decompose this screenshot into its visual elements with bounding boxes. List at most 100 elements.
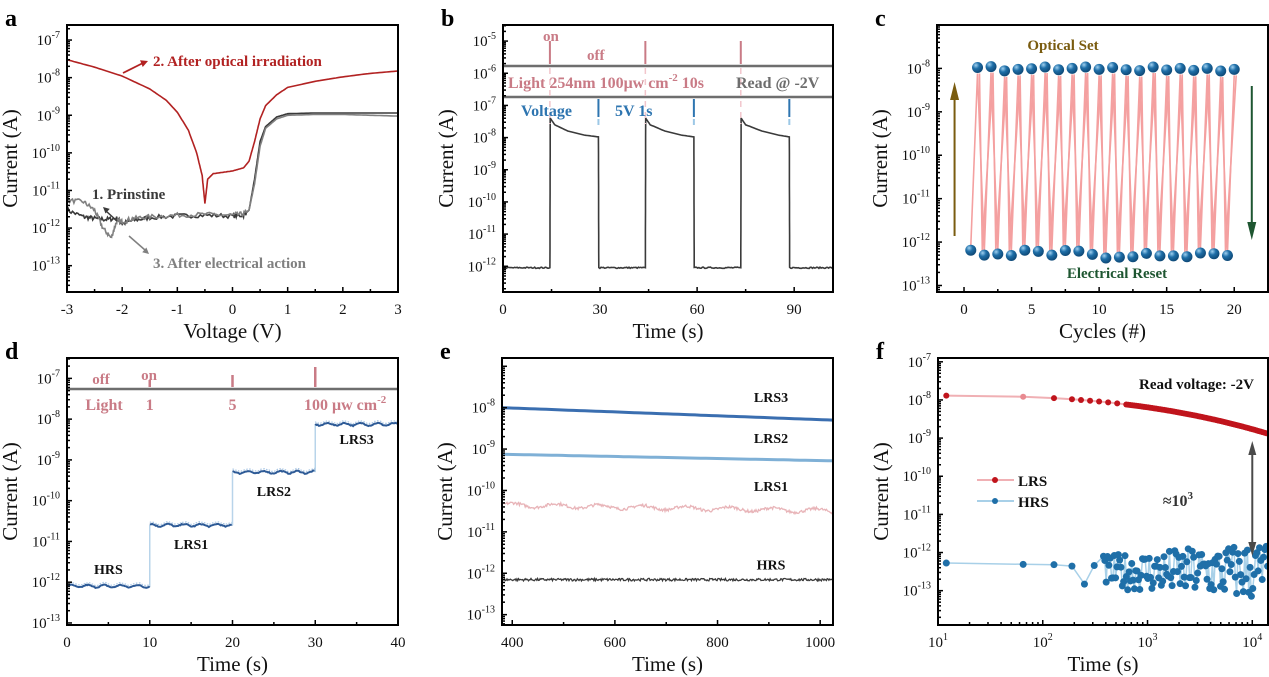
hrs-point	[1180, 573, 1188, 581]
hrs-point	[1179, 552, 1187, 560]
set-point	[1066, 62, 1078, 74]
hrs-point	[1165, 547, 1173, 555]
hrs-point	[1124, 586, 1132, 594]
set-point	[1201, 62, 1213, 74]
panel-label: d	[5, 339, 19, 365]
label-intensity-1: 1	[146, 397, 154, 414]
plot-frame	[936, 24, 1269, 293]
y-tick-label: 10-12	[32, 572, 60, 591]
hrs-point	[1219, 578, 1227, 586]
y-tick-label: 10-11	[467, 522, 495, 541]
x-tick-label: 104	[1242, 632, 1262, 651]
reset-point	[992, 248, 1004, 260]
step-trace	[149, 522, 233, 529]
x-tick-label: 30	[593, 302, 608, 318]
legend-hrs-marker	[992, 498, 998, 504]
y-tick-label: 10-7	[37, 368, 60, 387]
hrs-point	[1019, 560, 1027, 568]
y-tick-label: 10-13	[903, 581, 931, 600]
reset-point	[978, 249, 990, 261]
y-tick-label: 10-9	[472, 439, 495, 458]
x-tick-label: 90	[787, 302, 802, 318]
y-tick-label: 10-8	[907, 58, 930, 77]
hrs-point	[1194, 569, 1202, 577]
y-axis-label: Current (A)	[0, 109, 22, 208]
down-arrow-icon	[1247, 222, 1257, 240]
reset-point	[1194, 247, 1206, 259]
hrs-point	[1117, 563, 1125, 571]
panel-label: f	[876, 339, 885, 365]
set-point	[1080, 61, 1092, 73]
y-tick-label: 10-11	[32, 180, 60, 199]
legend-lrs-label: LRS	[1018, 474, 1047, 490]
hrs-point	[1156, 563, 1164, 571]
series-label: HRS	[757, 559, 786, 574]
hrs-point	[1128, 560, 1136, 568]
y-tick-label: 10-8	[472, 398, 495, 417]
y-tick-label: 10-13	[32, 613, 60, 632]
hrs-point	[1243, 546, 1251, 554]
x-tick-label: -3	[61, 302, 74, 318]
hrs-point	[1227, 561, 1235, 569]
hrs-point	[1218, 565, 1226, 573]
lrs-point	[1096, 398, 1103, 405]
label-voltage-pulse: 5V 1s	[615, 103, 653, 120]
hrs-point	[1160, 553, 1168, 561]
series-label: LRS3	[754, 391, 788, 406]
plot-area	[503, 115, 833, 270]
set-point	[1012, 63, 1024, 75]
hrs-point	[1233, 590, 1241, 598]
panel-d: HRS LRS1 LRS2 LRS3 off on Light 1 5 100 μw cm-2 10…	[0, 339, 406, 676]
hrs-point	[1198, 551, 1206, 559]
x-tick-label: 400	[501, 635, 524, 651]
label-on: on	[543, 29, 560, 45]
hrs-point	[1130, 585, 1138, 593]
hrs-point	[1234, 550, 1242, 558]
hrs-point	[1112, 574, 1120, 582]
state-label: LRS1	[174, 538, 208, 553]
y-tick-label: 10-8	[473, 128, 496, 147]
reset-point	[1167, 250, 1179, 262]
series-line-3	[67, 113, 398, 239]
lrs-point	[1050, 395, 1057, 402]
hrs-point	[1148, 584, 1156, 592]
reset-point	[1113, 251, 1125, 263]
hrs-point	[1121, 552, 1129, 560]
reset-point	[1181, 251, 1193, 263]
hrs-point	[1210, 586, 1218, 594]
label-on: on	[141, 368, 158, 384]
hrs-point	[1182, 582, 1190, 590]
set-point	[985, 61, 997, 73]
set-point	[1093, 63, 1105, 75]
set-point	[1215, 65, 1227, 77]
plot-area	[970, 72, 1237, 255]
hrs-point	[1176, 580, 1184, 588]
reset-point	[1005, 250, 1017, 262]
x-tick-label: 101	[928, 632, 948, 651]
annotation-electrical-reset: Electrical Reset	[1067, 266, 1167, 282]
hrs-point	[1168, 582, 1176, 590]
label-intensity-100: 100 μw cm-2	[304, 394, 387, 414]
panel-c: Optical Set Electrical Reset 10-13 10-12 10-…	[868, 6, 1269, 343]
set-point	[1134, 65, 1146, 77]
hrs-point	[1191, 583, 1199, 591]
set-point	[1107, 61, 1119, 73]
reset-point	[1100, 252, 1112, 264]
panel-e: LRS3 LRS2 LRS1 HRS 10-13 10-12 10-11 10-10 10-9 1…	[433, 339, 835, 676]
lrs-point	[943, 392, 950, 399]
hrs-point	[1249, 585, 1257, 593]
up-arrow-icon	[950, 82, 960, 100]
lrs-point	[1105, 399, 1112, 406]
annotation-arrow-line	[122, 62, 144, 74]
y-tick-label: 10-12	[902, 232, 930, 251]
y-tick-label: 10-8	[908, 390, 931, 409]
plot-area	[67, 58, 398, 239]
x-tick-label: 600	[604, 635, 627, 651]
hrs-point	[1192, 577, 1200, 585]
y-tick-label: 10-8	[37, 409, 60, 428]
y-tick-label: 10-11	[32, 531, 60, 550]
y-tick-label: 10-10	[902, 145, 930, 164]
x-tick-label: 15	[1159, 302, 1174, 318]
hrs-point	[1153, 556, 1161, 564]
y-tick-label: 10-10	[32, 491, 60, 510]
